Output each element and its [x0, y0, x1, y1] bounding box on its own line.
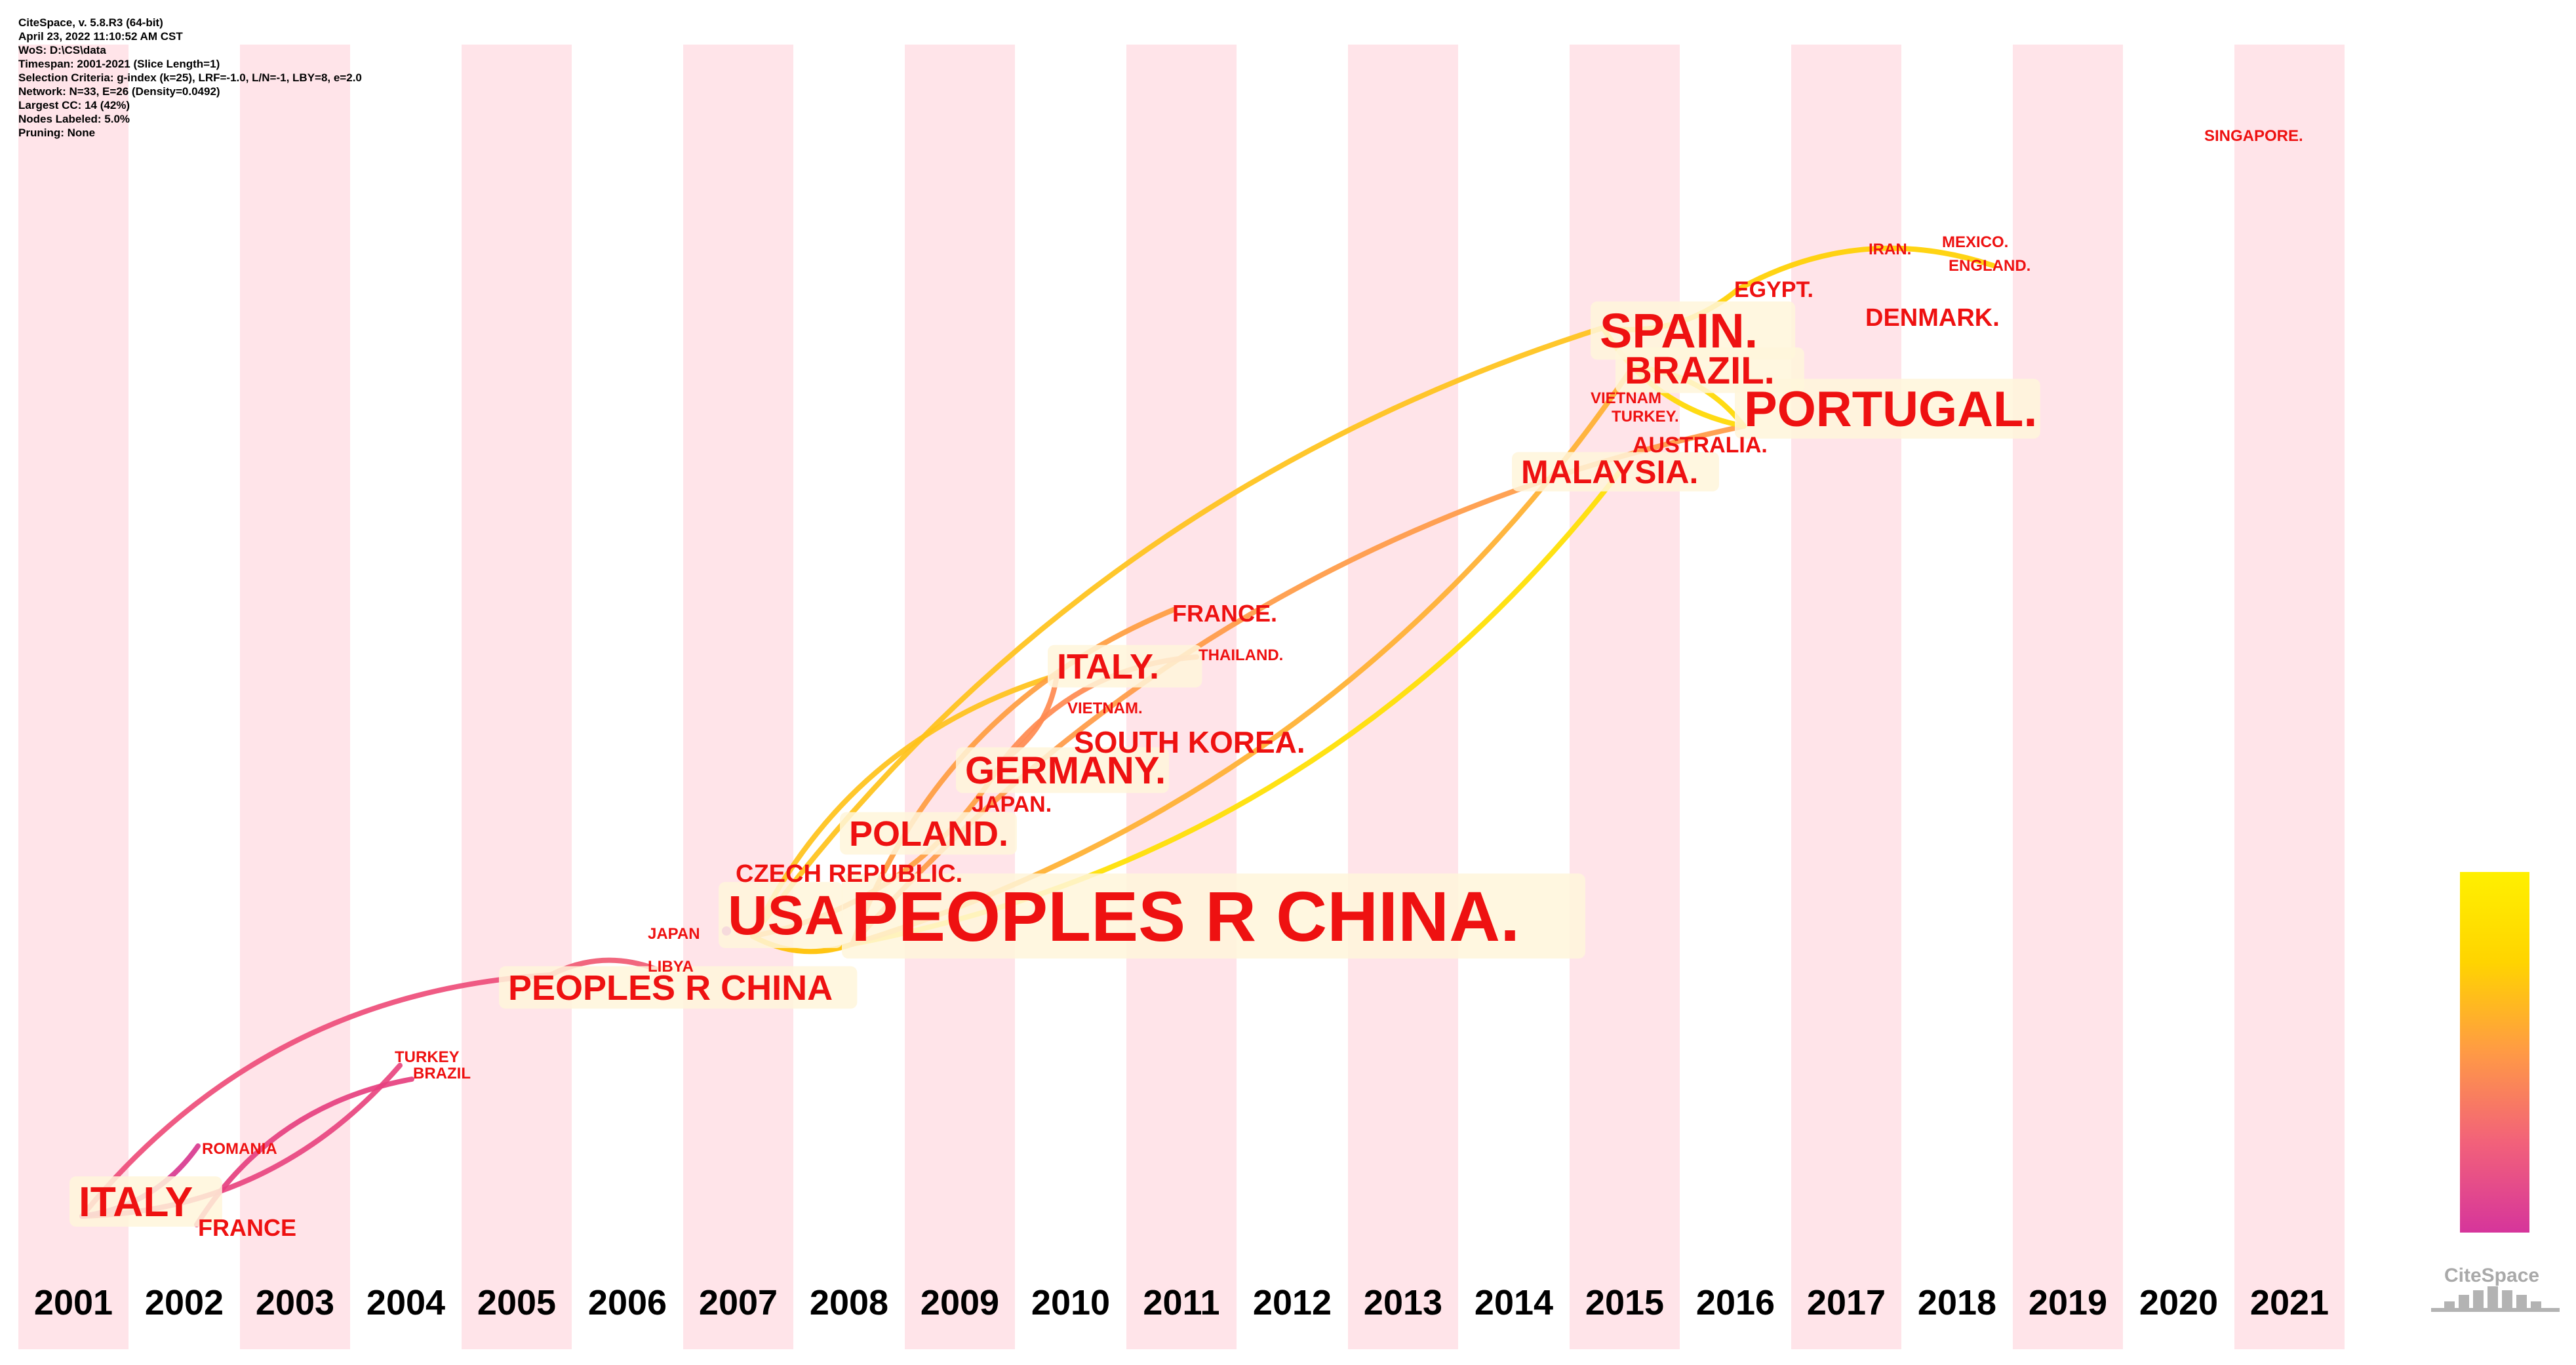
- year-label: 2021: [2250, 1283, 2329, 1322]
- info-line: WoS: D:\CS\data: [18, 44, 106, 56]
- run-info-panel: CiteSpace, v. 5.8.R3 (64-bit) April 23, 2…: [18, 16, 362, 140]
- collaboration-links: [79, 245, 1996, 1227]
- node-label-egypt[interactable]: EGYPT.: [1734, 277, 1813, 302]
- year-stripes: [18, 45, 2345, 1349]
- info-line: Network: N=33, E=26 (Density=0.0492): [18, 85, 220, 98]
- node-label-denmark[interactable]: DENMARK.: [1865, 304, 2000, 332]
- node-label-spain[interactable]: SPAIN.: [1600, 304, 1758, 358]
- info-line: Selection Criteria: g-index (k=25), LRF=…: [18, 71, 362, 84]
- node-halo: [842, 873, 1585, 959]
- node-label-czech[interactable]: CZECH REPUBLIC.: [736, 860, 962, 888]
- year-label: 2012: [1253, 1283, 1332, 1322]
- node-label-turkey-2015[interactable]: TURKEY.: [1612, 408, 1679, 425]
- year-label: 2005: [477, 1283, 556, 1322]
- year-label: 2001: [34, 1283, 113, 1322]
- node-label-vietnam-2010[interactable]: VIETNAM.: [1067, 700, 1143, 717]
- year-label: 2019: [2029, 1283, 2107, 1322]
- citespace-watermark: CiteSpace: [2431, 1265, 2560, 1312]
- node-label-england[interactable]: ENGLAND.: [1949, 257, 2031, 275]
- year-label: 2003: [256, 1283, 334, 1322]
- year-label: 2015: [1585, 1283, 1664, 1322]
- node-halo: [840, 812, 1017, 855]
- year-label: 2016: [1696, 1283, 1775, 1322]
- info-line: Timespan: 2001-2021 (Slice Length=1): [18, 58, 220, 70]
- year-stripe: [18, 45, 129, 1349]
- node-label-poland[interactable]: POLAND.: [849, 814, 1008, 854]
- year-stripe: [683, 45, 793, 1349]
- node-label-usa[interactable]: USA: [728, 884, 844, 946]
- node-halo: [1591, 301, 1796, 360]
- node-halo: [499, 966, 858, 1009]
- node-halo: [1048, 644, 1202, 688]
- year-stripe: [462, 45, 572, 1349]
- node-label-portugal[interactable]: PORTUGAL.: [1744, 382, 2038, 437]
- year-label: 2009: [921, 1283, 999, 1322]
- collaboration-link: [750, 325, 1606, 939]
- year-label: 2010: [1031, 1283, 1110, 1322]
- node-halo: [719, 882, 843, 948]
- year-label: 2020: [2139, 1283, 2218, 1322]
- year-stripe: [1570, 45, 1680, 1349]
- node-label-thailand[interactable]: THAILAND.: [1199, 646, 1283, 664]
- year-label: 2011: [1143, 1283, 1219, 1322]
- node-halo: [69, 1176, 222, 1227]
- node-label-italy-2010[interactable]: ITALY.: [1057, 647, 1159, 686]
- year-label: 2002: [145, 1283, 224, 1322]
- node-label-japan-2009[interactable]: JAPAN.: [972, 792, 1052, 817]
- node-label-south-korea[interactable]: SOUTH KOREA.: [1074, 725, 1305, 759]
- node-halo: [1512, 452, 1719, 492]
- node-label-italy-2001[interactable]: ITALY: [79, 1178, 193, 1225]
- node-label-iran[interactable]: IRAN.: [1869, 241, 1911, 258]
- info-line: April 23, 2022 11:10:52 AM CST: [18, 30, 183, 43]
- year-label: 2004: [367, 1283, 445, 1322]
- node-label-singapore[interactable]: SINGAPORE.: [2204, 127, 2303, 145]
- year-stripe: [2013, 45, 2123, 1349]
- citespace-logo-icon: [2431, 1286, 2560, 1312]
- year-label: 2013: [1364, 1283, 1442, 1322]
- info-line: Nodes Labeled: 5.0%: [18, 113, 130, 125]
- color-scale-bar: [2460, 872, 2529, 1233]
- year-label: 2014: [1475, 1283, 1553, 1322]
- node-label-romania[interactable]: ROMANIA: [202, 1140, 277, 1158]
- node-label-mexico[interactable]: MEXICO.: [1942, 233, 2008, 251]
- node-label-turkey-2004[interactable]: TURKEY: [395, 1048, 460, 1066]
- year-label: 2006: [588, 1283, 667, 1322]
- node-label-libya[interactable]: LIBYA: [648, 958, 694, 976]
- node-halo: [956, 747, 1169, 793]
- node-label-australia[interactable]: AUSTRALIA.: [1633, 433, 1768, 458]
- node-label-france-2002[interactable]: FRANCE: [198, 1214, 296, 1241]
- year-axis: 2001 2002 2003 2004 2005 2006 2007 2008 2009 2010…: [34, 1283, 2329, 1322]
- info-line: Pruning: None: [18, 127, 96, 139]
- node-label-brazil-2015[interactable]: BRAZIL.: [1625, 349, 1775, 392]
- node-label-vietnam-2015[interactable]: VIETNAM: [1591, 389, 1661, 407]
- collaboration-link: [79, 972, 553, 1219]
- year-label: 2017: [1807, 1283, 1886, 1322]
- node-label-japan-2007[interactable]: JAPAN: [648, 925, 700, 943]
- node-label-france-2011[interactable]: FRANCE.: [1172, 600, 1277, 627]
- node-label-germany[interactable]: GERMANY.: [965, 749, 1166, 792]
- node-label-malaysia[interactable]: MALAYSIA.: [1521, 454, 1698, 490]
- collaboration-link: [1735, 245, 1996, 292]
- year-label: 2008: [810, 1283, 888, 1322]
- info-line: CiteSpace, v. 5.8.R3 (64-bit): [18, 16, 163, 29]
- node-label-prc-2008[interactable]: PEOPLES R CHINA.: [851, 877, 1520, 956]
- info-line: Largest CC: 14 (42%): [18, 99, 130, 111]
- node-label-brazil-2004[interactable]: BRAZIL: [413, 1065, 471, 1082]
- node-label-prc-2005[interactable]: PEOPLES R CHINA: [508, 968, 833, 1008]
- year-label: 2007: [699, 1283, 778, 1322]
- year-stripe: [1126, 45, 1237, 1349]
- watermark-text: CiteSpace: [2444, 1265, 2539, 1286]
- node-halos: [69, 301, 2040, 1227]
- node-halo: [1735, 378, 2040, 439]
- year-label: 2018: [1918, 1283, 1996, 1322]
- year-stripe: [2234, 45, 2345, 1349]
